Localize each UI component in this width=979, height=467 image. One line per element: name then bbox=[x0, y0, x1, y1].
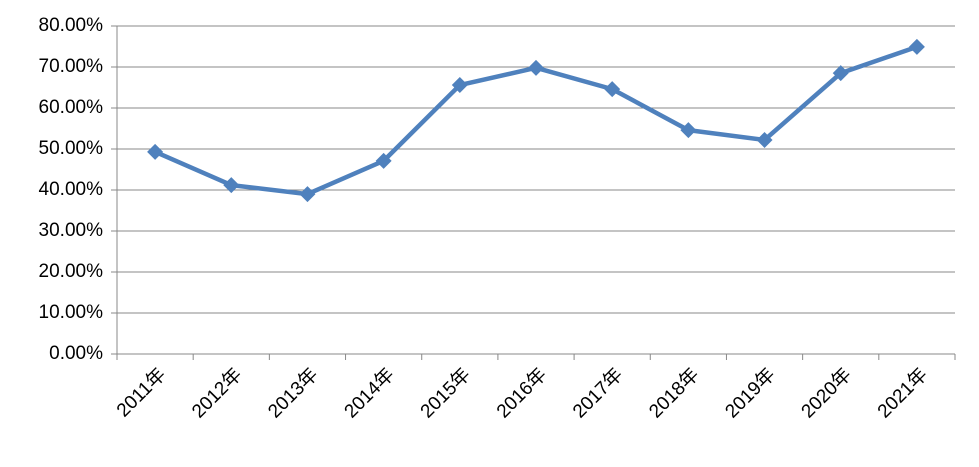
y-tick-label: 60.00% bbox=[39, 97, 104, 118]
marker bbox=[908, 38, 925, 55]
y-tick-label: 80.00% bbox=[39, 15, 104, 36]
marker bbox=[528, 59, 544, 76]
y-tick-label: 0.00% bbox=[49, 343, 103, 364]
x-tick-label: 2017年 bbox=[568, 364, 627, 423]
x-tick-label: 2016年 bbox=[492, 364, 551, 423]
x-tick-label: 2018年 bbox=[645, 364, 704, 423]
marker bbox=[832, 65, 849, 82]
marker bbox=[604, 81, 621, 98]
y-tick-label: 40.00% bbox=[39, 179, 104, 200]
marker bbox=[756, 131, 773, 148]
marker bbox=[375, 152, 392, 169]
y-tick-label: 30.00% bbox=[39, 220, 104, 241]
x-tick-label: 2014年 bbox=[340, 364, 399, 423]
marker bbox=[147, 143, 164, 160]
y-tick-label: 70.00% bbox=[39, 56, 104, 77]
x-tick-label: 2019年 bbox=[721, 364, 780, 423]
marker bbox=[299, 186, 316, 203]
marker bbox=[680, 122, 697, 139]
y-tick-label: 10.00% bbox=[39, 302, 104, 323]
x-tick-label: 2020年 bbox=[797, 364, 856, 423]
y-tick-label: 20.00% bbox=[39, 261, 104, 282]
y-tick-label: 50.00% bbox=[39, 138, 104, 159]
x-tick-label: 2021年 bbox=[873, 364, 932, 423]
marker bbox=[223, 177, 240, 194]
x-tick-label: 2013年 bbox=[264, 364, 323, 423]
x-tick-label: 2012年 bbox=[187, 364, 246, 423]
x-tick-label: 2011年 bbox=[112, 364, 170, 422]
marker bbox=[451, 77, 468, 94]
x-tick-label: 2015年 bbox=[416, 364, 475, 423]
